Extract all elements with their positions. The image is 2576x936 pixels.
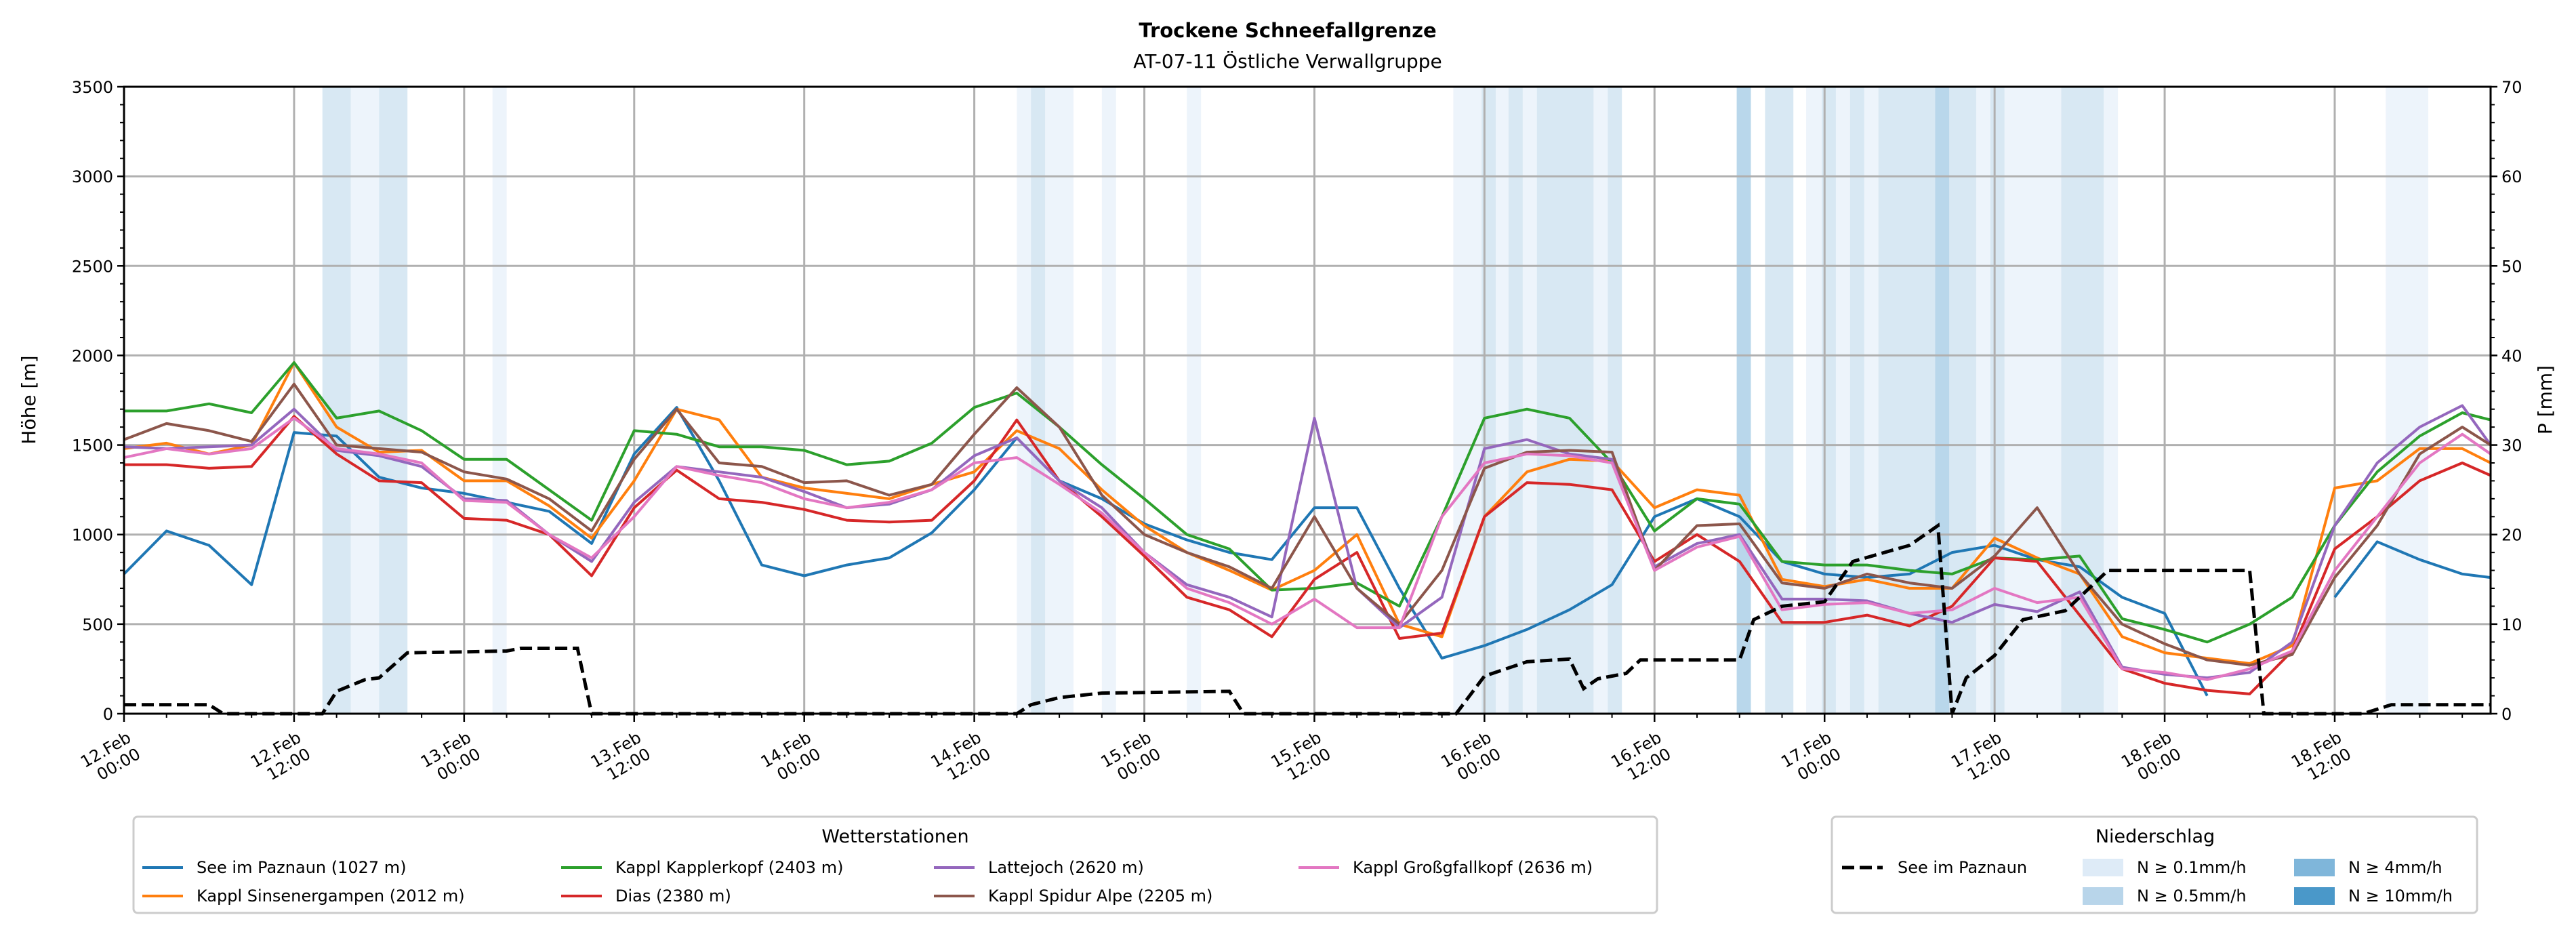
series-line-3 (124, 415, 2491, 695)
y-tick-label: 0 (103, 705, 113, 724)
precip-band (1522, 87, 1537, 714)
precip-band (350, 87, 380, 714)
legend-precipitation: Niederschlag See im Paznaun N ≥ 0.1mm/h N ≥… (1831, 815, 2478, 914)
series-line-2 (124, 361, 2491, 644)
chart-title: Trockene Schneefallgrenze (1139, 19, 1436, 42)
precip-band (1031, 87, 1046, 714)
legend-label: N ≥ 0.5mm/h (2137, 887, 2247, 906)
y2-tick-label: 20 (2501, 526, 2522, 545)
precip-band (1608, 87, 1622, 714)
y2-tick-label: 50 (2501, 257, 2522, 276)
y-tick-label: 1500 (72, 436, 113, 455)
legend-label: See im Paznaun (1027 m) (197, 858, 407, 877)
y2-tick-label: 30 (2501, 436, 2522, 455)
plot-frame (123, 85, 2492, 715)
precip-band (1496, 87, 1509, 714)
y2-tick-label: 40 (2501, 346, 2522, 365)
legend-label: Dias (2380 m) (615, 887, 731, 906)
precip-band (1453, 87, 1482, 714)
y-tick-label: 2500 (72, 257, 113, 276)
legend-label: Kappl Kapplerkopf (2403 m) (615, 858, 843, 877)
legend-box (132, 815, 1658, 914)
y-tick-label: 3500 (72, 78, 113, 97)
legend-swatch (2083, 859, 2123, 876)
y2-axis-label: P [mm] (2534, 365, 2556, 434)
precip-band (322, 87, 351, 714)
precip-band (1864, 87, 1879, 714)
precip-band (1593, 87, 1608, 714)
legend-label: See im Paznaun (1898, 858, 2027, 877)
y-tick-label: 3000 (72, 167, 113, 186)
series-line-6 (123, 416, 2492, 681)
precip-band (1806, 87, 1822, 714)
y2-tick-label: 60 (2501, 167, 2522, 186)
y2-tick-label: 0 (2501, 705, 2512, 724)
precip-band (1508, 87, 1523, 714)
y-tick-label: 500 (82, 615, 113, 634)
series-line-4 (123, 404, 2492, 680)
precip-band (1536, 87, 1594, 714)
legend-title: Wetterstationen (821, 826, 968, 847)
legend-label: N ≥ 10mm/h (2348, 887, 2453, 906)
series-line-5 (123, 382, 2492, 667)
legend-title: Niederschlag (2095, 826, 2215, 847)
precip-band (2061, 87, 2104, 714)
legend-swatch (2083, 887, 2123, 905)
precip-band (1736, 87, 1751, 714)
legend-label: N ≥ 4mm/h (2348, 858, 2442, 877)
precip-line (124, 522, 2491, 716)
legend-label: Lattejoch (2620 m) (988, 858, 1144, 877)
legend-swatch (2294, 859, 2335, 876)
grid (123, 85, 2491, 715)
legend-label: Kappl Großgfallkopf (2636 m) (1353, 858, 1593, 877)
precip-band (2104, 87, 2119, 714)
precip-band (1187, 87, 1202, 714)
precip-bands (322, 87, 2428, 714)
y2-tick-label: 10 (2501, 615, 2522, 634)
legend-stations: Wetterstationen See im Paznaun (1027 m) Ka… (132, 815, 1658, 914)
chart-subtitle: AT-07-11 Östliche Verwallgruppe (1133, 49, 1442, 73)
series-lines (123, 361, 2492, 716)
precip-band (492, 87, 507, 714)
axes: 0 500 1000 1500 2000 2500 3000 3500 0 10 20 30 40 50 6… (72, 78, 2522, 784)
precip-band (1849, 87, 1864, 714)
y-tick-label: 2000 (72, 346, 113, 365)
y-tick-label: 1000 (72, 526, 113, 545)
precip-band (2004, 87, 2062, 714)
precip-band (1990, 87, 2005, 714)
precip-band (1976, 87, 1990, 714)
y2-tick-label: 70 (2501, 78, 2522, 97)
precip-band (379, 87, 408, 714)
y-axis-label: Höhe [m] (18, 355, 40, 444)
legend-swatch (2294, 887, 2335, 905)
legend-label: Kappl Spidur Alpe (2205 m) (988, 887, 1212, 906)
precip-band (1835, 87, 1850, 714)
legend-label: N ≥ 0.1mm/h (2137, 858, 2247, 877)
precip-band (1045, 87, 1074, 714)
series-line-1 (123, 361, 2491, 665)
precip-band (1949, 87, 1976, 714)
precip-band (1101, 87, 1116, 714)
legend-label: Kappl Sinsenergampen (2012 m) (197, 887, 465, 906)
precip-band (2386, 87, 2428, 714)
